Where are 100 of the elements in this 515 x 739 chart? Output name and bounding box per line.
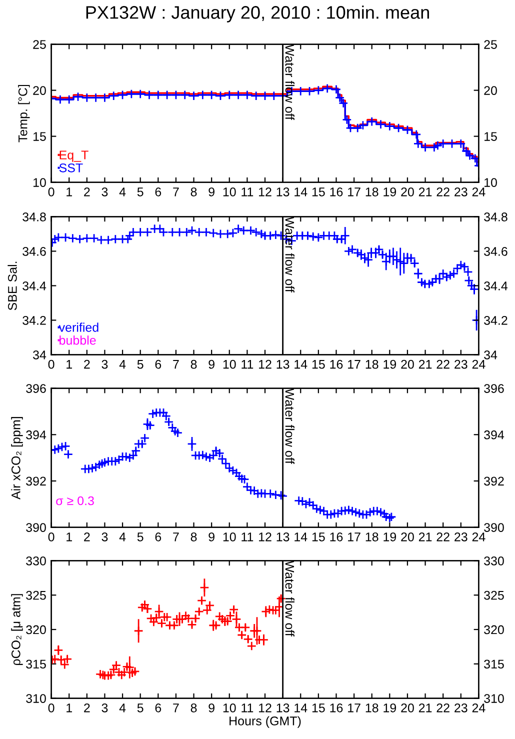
x-tick-label: 5 (137, 704, 144, 712)
y-axis-title: Air xCO₂ [ppm] (11, 417, 23, 500)
y2-tick-label: 34.2 (484, 316, 508, 325)
y-tick-label: 34.4 (22, 282, 46, 290)
x-tick-label: 14 (294, 532, 308, 542)
x-tick-label: 19 (384, 187, 396, 196)
x-tick-label: 6 (155, 703, 162, 712)
x-tick-label: 0 (48, 187, 54, 196)
y2-tick-label: 34 (484, 350, 498, 360)
x-tick-label: 17 (348, 188, 360, 196)
y-tick-label: 394 (26, 430, 46, 440)
x-tick-label: 15 (312, 188, 325, 196)
y2-tick-label: 25 (484, 40, 497, 49)
x-tick-label: 4 (119, 704, 126, 712)
x-tick-label: 0 (48, 703, 54, 712)
x-tick-label: 6 (155, 360, 162, 369)
legend-label: SST (59, 163, 83, 172)
y2-tick-label: 392 (484, 476, 504, 486)
x-tick-label: 14 (294, 360, 308, 369)
y2-tick-label: 34.4 (484, 282, 508, 290)
x-tick-label: 16 (330, 187, 343, 196)
x-tick-label: 11 (242, 704, 254, 712)
y-tick-label: 315 (26, 660, 46, 669)
chart-title: PX132W : January 20, 2010 : 10min. mean (86, 6, 429, 22)
x-tick-label: 14 (294, 188, 308, 196)
y2-tick-label: 15 (484, 132, 497, 141)
legend-label: Eq_T (60, 150, 88, 162)
x-tick-label: 4 (119, 360, 126, 369)
x-tick-label: 18 (366, 532, 378, 542)
x-tick-label: 3 (102, 360, 108, 369)
x-tick-label: 24 (472, 360, 486, 369)
y2-tick-label: 330 (484, 556, 504, 566)
x-tick-label: 16 (330, 360, 343, 369)
x-tick-label: 15 (312, 532, 325, 542)
x-tick-label: 5 (137, 188, 144, 196)
x-tick-label: 10 (223, 532, 236, 542)
x-tick-label: 8 (190, 360, 197, 369)
x-tick-label: 17 (348, 532, 360, 542)
y-tick-label: 25 (33, 40, 46, 49)
ref-line-label: Water flow off (285, 44, 294, 120)
x-tick-label: 18 (366, 360, 378, 369)
x-tick-label: 9 (208, 187, 214, 196)
x-tick-label: 6 (155, 187, 162, 196)
y-tick-label: 320 (26, 625, 46, 634)
x-tick-label: 0 (48, 360, 54, 369)
y2-tick-label: 320 (484, 625, 504, 634)
x-tick-label: 11 (242, 532, 254, 542)
x-tick-label: 18 (366, 187, 378, 196)
y-axis-title: SBE Sal. (8, 262, 17, 310)
y2-tick-label: 34.8 (484, 212, 508, 222)
y2-tick-label: 396 (484, 384, 504, 393)
ref-line-label: Water flow off (285, 560, 294, 636)
y2-tick-label: 394 (484, 430, 504, 440)
ref-line-label: Water flow off (285, 388, 294, 464)
x-tick-label: 2 (84, 360, 90, 369)
x-tick-label: 7 (173, 188, 179, 196)
y-tick-label: 392 (26, 476, 46, 486)
y-tick-label: 34 (33, 350, 46, 360)
y2-tick-label: 20 (484, 86, 497, 95)
x-tick-label: 4 (119, 188, 126, 196)
x-tick-label: 12 (259, 187, 272, 196)
x-tick-label: 17 (348, 360, 360, 369)
x-tick-label: 2 (84, 187, 90, 196)
x-tick-label: 21 (418, 187, 432, 196)
x-tick-label: 2 (84, 532, 90, 542)
y-tick-label: 34.8 (22, 212, 46, 222)
x-tick-label: 5 (137, 532, 144, 542)
x-tick-label: 21 (418, 703, 432, 712)
x-tick-label: 24 (472, 703, 486, 712)
legend-label: bubble (60, 336, 96, 345)
x-tick-label: 19 (384, 532, 396, 542)
y2-tick-label: 325 (484, 590, 504, 600)
x-tick-label: 15 (312, 704, 325, 712)
y-tick-label: 390 (26, 523, 46, 532)
x-tick-label: 16 (330, 703, 343, 712)
x-tick-label: 23 (454, 703, 468, 712)
y-tick-label: 330 (26, 556, 46, 566)
x-tick-label: 20 (401, 360, 414, 369)
x-tick-label: 8 (190, 532, 197, 542)
x-axis-title: Hours (GMT) (230, 716, 301, 728)
x-tick-label: 20 (401, 187, 414, 196)
x-tick-label: 10 (223, 703, 236, 712)
y2-tick-label: 315 (484, 660, 504, 669)
x-tick-label: 2 (84, 703, 90, 712)
x-tick-label: 4 (119, 532, 126, 542)
legend-label: verified (58, 322, 98, 332)
x-tick-label: 12 (259, 532, 272, 542)
y-axis-title: Temp. [°C] (18, 84, 30, 142)
x-tick-label: 13 (276, 532, 290, 542)
x-tick-label: 20 (401, 703, 414, 712)
x-tick-label: 14 (294, 704, 308, 712)
x-tick-label: 17 (348, 704, 360, 712)
x-tick-label: 9 (208, 360, 214, 369)
x-tick-label: 19 (384, 703, 396, 712)
y-tick-label: 34.2 (22, 316, 46, 325)
x-tick-label: 22 (436, 532, 450, 542)
x-tick-label: 3 (102, 532, 108, 542)
x-tick-label: 20 (401, 532, 414, 542)
x-tick-label: 9 (208, 703, 214, 712)
x-tick-label: 22 (436, 703, 450, 712)
